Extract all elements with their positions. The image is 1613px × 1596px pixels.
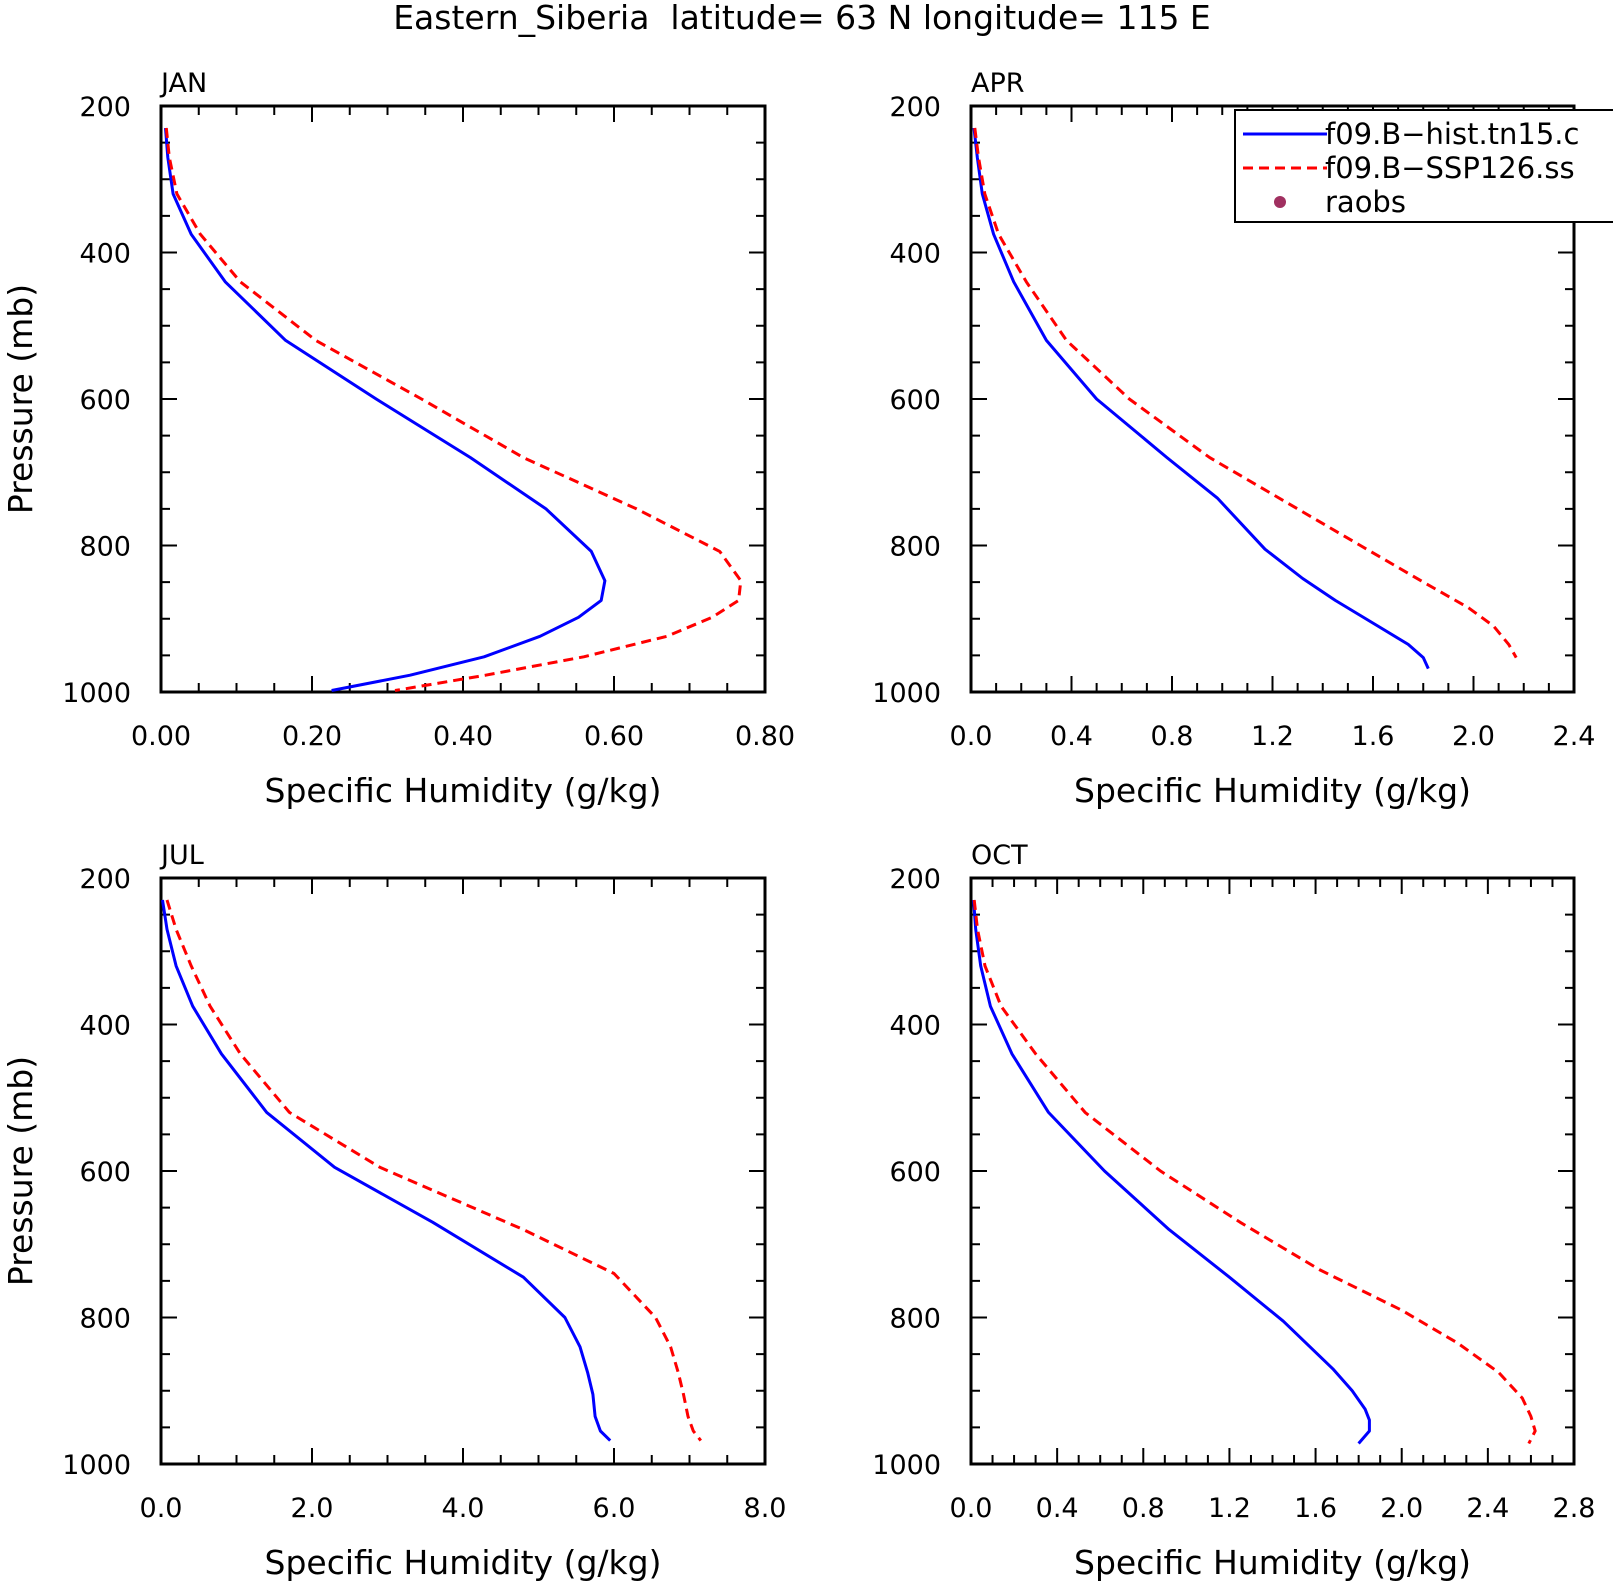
series-ssp126-line <box>973 127 1518 659</box>
x-axis-label: Specific Humidity (g/kg) <box>1074 771 1471 810</box>
y-tick-label: 200 <box>889 92 941 123</box>
x-tick-label: 0.00 <box>131 721 191 752</box>
x-tick-label: 0.60 <box>584 721 644 752</box>
y-tick-label: 800 <box>79 532 131 563</box>
x-tick-label: 0.20 <box>282 721 342 752</box>
x-tick-label: 2.8 <box>1553 1493 1596 1524</box>
x-tick-label: 0.0 <box>140 1493 183 1524</box>
x-tick-label: 0.8 <box>1151 721 1194 752</box>
x-tick-label: 2.0 <box>1380 1493 1423 1524</box>
panels: JAN 0.00 0.20 0.40 0.60 0.80 200 400 600 800 1000 S… <box>1 68 1595 1582</box>
panel-label: JAN <box>159 68 207 99</box>
y-tick-label: 800 <box>889 1304 941 1335</box>
x-axis-label: Specific Humidity (g/kg) <box>1074 1543 1471 1582</box>
y-tick-label: 800 <box>889 532 941 563</box>
x-tick-label: 0.0 <box>950 1493 993 1524</box>
series-ssp126-line <box>165 899 702 1442</box>
x-tick-label: 4.0 <box>442 1493 485 1524</box>
x-tick-label: 0.80 <box>735 721 795 752</box>
x-tick-label: 0.4 <box>1050 721 1093 752</box>
x-tick-label: 0.4 <box>1036 1493 1079 1524</box>
y-tick-label: 600 <box>79 1157 131 1188</box>
panel-apr: APR 0.0 0.4 0.8 1.2 1.6 2.0 2.4 200 400 600 800 1000… <box>872 68 1595 810</box>
legend-entry: f09.B−hist.tn15.c <box>1243 117 1579 151</box>
legend-box <box>1234 109 1613 223</box>
legend-marker <box>1274 196 1286 208</box>
legend-label: f09.B−hist.tn15.c <box>1325 117 1579 151</box>
legend-entry: f09.B−SSP126.ss <box>1243 151 1575 185</box>
y-tick-label: 200 <box>79 864 131 895</box>
x-tick-label: 0.8 <box>1122 1493 1165 1524</box>
x-tick-label: 1.2 <box>1251 721 1294 752</box>
x-tick-label: 1.2 <box>1208 1493 1251 1524</box>
x-tick-label: 0.40 <box>433 721 493 752</box>
legend-label: raobs <box>1325 185 1406 219</box>
y-tick-label: 1000 <box>872 678 941 709</box>
y-tick-label: 200 <box>79 92 131 123</box>
figure-title: Eastern_Siberia latitude= 63 N longitude… <box>393 0 1211 37</box>
x-tick-label: 8.0 <box>744 1493 787 1524</box>
panel-jan: JAN 0.00 0.20 0.40 0.60 0.80 200 400 600 800 1000 S… <box>1 68 795 810</box>
y-tick-label: 400 <box>889 1011 941 1042</box>
x-axis-label: Specific Humidity (g/kg) <box>265 1543 662 1582</box>
series-ssp126-line <box>164 127 743 692</box>
y-tick-label: 1000 <box>62 1450 131 1481</box>
plot-frame <box>969 876 1576 1466</box>
y-axis-label: Pressure (mb) <box>1 1056 40 1286</box>
y-tick-label: 600 <box>79 385 131 416</box>
y-tick-label: 800 <box>79 1304 131 1335</box>
panel-label: JUL <box>159 840 204 871</box>
x-tick-label: 2.0 <box>291 1493 334 1524</box>
legend-entry: raobs <box>1274 185 1406 219</box>
panel-jul: JUL 0.0 2.0 4.0 6.0 8.0 200 400 600 800 1000 Specif… <box>1 840 786 1582</box>
series-hist-line <box>972 127 1430 670</box>
panel-oct: OCT 0.0 0.4 0.8 1.2 1.6 2.0 2.4 2.8 200 400 600 800 1… <box>872 840 1595 1582</box>
x-axis-label: Specific Humidity (g/kg) <box>265 771 662 810</box>
series-hist-line <box>164 127 607 692</box>
legend-label: f09.B−SSP126.ss <box>1325 151 1575 185</box>
y-tick-label: 400 <box>79 239 131 270</box>
y-tick-label: 1000 <box>872 1450 941 1481</box>
x-tick-label: 0.0 <box>950 721 993 752</box>
series-hist-line <box>161 899 612 1442</box>
y-axis-label: Pressure (mb) <box>1 284 40 514</box>
series-hist-line <box>972 899 1371 1445</box>
series-ssp126-line <box>972 899 1537 1445</box>
x-tick-label: 1.6 <box>1352 721 1395 752</box>
x-tick-label: 2.4 <box>1553 721 1596 752</box>
y-tick-label: 200 <box>889 864 941 895</box>
panel-label: APR <box>971 68 1025 99</box>
y-tick-label: 1000 <box>62 678 131 709</box>
y-tick-label: 400 <box>79 1011 131 1042</box>
x-tick-label: 1.6 <box>1294 1493 1337 1524</box>
plot-frame <box>159 104 767 694</box>
y-tick-label: 400 <box>889 239 941 270</box>
plot-frame <box>159 876 767 1466</box>
panel-label: OCT <box>971 840 1028 871</box>
x-tick-label: 2.4 <box>1466 1493 1509 1524</box>
y-tick-label: 600 <box>889 385 941 416</box>
y-tick-label: 600 <box>889 1157 941 1188</box>
x-tick-label: 6.0 <box>593 1493 636 1524</box>
x-tick-label: 2.0 <box>1452 721 1495 752</box>
